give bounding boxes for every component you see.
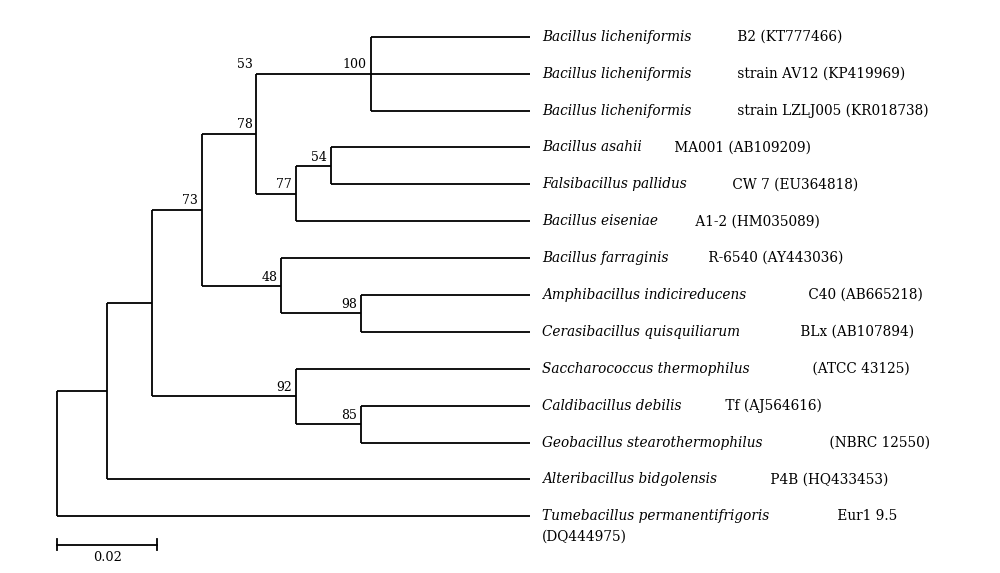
Text: Alteribacillus bidgolensis: Alteribacillus bidgolensis — [542, 472, 717, 486]
Text: Bacillus asahii: Bacillus asahii — [542, 140, 642, 155]
Text: Eur1 9.5: Eur1 9.5 — [833, 509, 898, 523]
Text: 92: 92 — [276, 381, 292, 394]
Text: Falsibacillus pallidus: Falsibacillus pallidus — [542, 178, 687, 191]
Text: 100: 100 — [343, 58, 367, 72]
Text: Tf (AJ564616): Tf (AJ564616) — [721, 398, 822, 413]
Text: MA001 (AB109209): MA001 (AB109209) — [670, 140, 811, 155]
Text: 48: 48 — [261, 270, 277, 284]
Text: Saccharococcus thermophilus: Saccharococcus thermophilus — [542, 362, 749, 376]
Text: Bacillus licheniformis: Bacillus licheniformis — [542, 66, 691, 81]
Text: 98: 98 — [341, 298, 357, 311]
Text: C40 (AB665218): C40 (AB665218) — [804, 288, 923, 302]
Text: B2 (KT777466): B2 (KT777466) — [733, 30, 843, 44]
Text: 85: 85 — [341, 409, 357, 422]
Text: 78: 78 — [237, 119, 252, 131]
Text: Tumebacillus permanentifrigoris: Tumebacillus permanentifrigoris — [542, 509, 769, 523]
Text: Amphibacillus indicireducens: Amphibacillus indicireducens — [542, 288, 746, 302]
Text: Geobacillus stearothermophilus: Geobacillus stearothermophilus — [542, 435, 762, 450]
Text: Bacillus licheniformis: Bacillus licheniformis — [542, 30, 691, 44]
Text: 0.02: 0.02 — [93, 551, 122, 564]
Text: BLx (AB107894): BLx (AB107894) — [796, 325, 914, 339]
Text: 77: 77 — [276, 178, 292, 191]
Text: 54: 54 — [311, 151, 327, 164]
Text: P4B (HQ433453): P4B (HQ433453) — [766, 472, 889, 486]
Text: Bacillus licheniformis: Bacillus licheniformis — [542, 104, 691, 117]
Text: strain AV12 (KP419969): strain AV12 (KP419969) — [733, 66, 906, 81]
Text: A1-2 (HM035089): A1-2 (HM035089) — [691, 214, 819, 228]
Text: Bacillus eiseniae: Bacillus eiseniae — [542, 214, 658, 228]
Text: (ATCC 43125): (ATCC 43125) — [808, 362, 910, 376]
Text: CW 7 (EU364818): CW 7 (EU364818) — [728, 178, 858, 191]
Text: 73: 73 — [182, 194, 198, 207]
Text: R-6540 (AY443036): R-6540 (AY443036) — [704, 251, 843, 265]
Text: Caldibacillus debilis: Caldibacillus debilis — [542, 399, 681, 413]
Text: strain LZLJ005 (KR018738): strain LZLJ005 (KR018738) — [733, 103, 929, 118]
Text: 53: 53 — [237, 58, 252, 72]
Text: (NBRC 12550): (NBRC 12550) — [825, 435, 930, 450]
Text: (DQ444975): (DQ444975) — [542, 529, 627, 544]
Text: Bacillus farraginis: Bacillus farraginis — [542, 251, 668, 265]
Text: Cerasibacillus quisquiliarum: Cerasibacillus quisquiliarum — [542, 325, 740, 339]
